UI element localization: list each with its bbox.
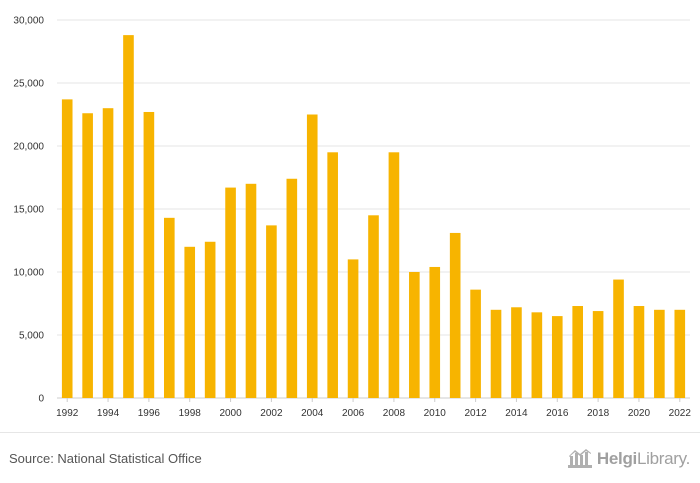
bar-2014	[511, 307, 522, 398]
y-tick-label: 15,000	[13, 205, 44, 216]
x-tick-label: 2016	[546, 408, 569, 419]
y-tick-label: 30,000	[13, 16, 44, 27]
bar-1996	[143, 111, 155, 398]
bar-1993	[82, 113, 93, 399]
bar-2005	[327, 152, 338, 398]
x-tick-label: 1992	[56, 408, 79, 419]
y-tick-label: 20,000	[13, 142, 44, 153]
library-building-icon	[567, 449, 592, 468]
x-tick-label: 2018	[587, 408, 610, 419]
bar-2013	[490, 309, 502, 398]
bar-2017	[572, 306, 584, 398]
bar-1999	[204, 241, 216, 398]
y-tick-label: 10,000	[13, 268, 44, 279]
bar-2009	[409, 272, 420, 398]
x-axis-ticks: 1992 1994 1996 1998 2000 2002 2004 2006 2008 2010…	[56, 398, 691, 419]
x-tick-label: 2014	[505, 408, 528, 419]
helgi-library-logo: HelgiLibrary.	[567, 447, 690, 471]
x-tick-label: 2012	[464, 408, 487, 419]
bar-1995	[123, 35, 134, 399]
bar-2012	[470, 289, 481, 398]
bar-2020	[633, 306, 645, 398]
x-tick-label: 2002	[260, 408, 283, 419]
x-tick-label: 2010	[424, 408, 447, 419]
bar-2004	[306, 114, 318, 398]
bar-1997	[163, 217, 175, 398]
bar-1998	[184, 246, 196, 398]
logo-text-light: Library.	[636, 449, 690, 468]
x-tick-label: 2022	[669, 408, 692, 419]
bar-2003	[286, 178, 298, 398]
y-axis-ticks: 0 5,000 10,000 15,000 20,000 25,000 30,000	[13, 16, 44, 405]
x-tick-label: 2004	[301, 408, 324, 419]
y-tick-label: 25,000	[13, 79, 44, 90]
footer-divider	[0, 432, 700, 433]
bar-2006	[347, 259, 359, 398]
bar-2002	[266, 225, 277, 398]
x-tick-label: 1996	[138, 408, 161, 419]
x-tick-label: 2000	[219, 408, 242, 419]
source-note: Source: National Statistical Office	[9, 451, 202, 466]
bar-2010	[429, 266, 441, 398]
bar-2015	[531, 312, 543, 398]
chart-svg: 0 5,000 10,000 15,000 20,000 25,000 30,000 199…	[13, 16, 691, 420]
bar-2021	[654, 309, 665, 398]
x-tick-label: 2006	[342, 408, 365, 419]
bar-chart: 0 5,000 10,000 15,000 20,000 25,000 30,000 199…	[13, 16, 691, 420]
logo-text-bold: Helgi	[596, 449, 637, 468]
x-tick-label: 2020	[628, 408, 651, 419]
bar-1992	[61, 99, 73, 398]
bar-2018	[592, 311, 604, 398]
bars	[61, 35, 686, 399]
bar-2019	[613, 279, 624, 398]
bar-2016	[551, 316, 563, 398]
bar-2001	[245, 183, 257, 398]
x-tick-label: 1998	[179, 408, 202, 419]
x-tick-label: 1994	[97, 408, 120, 419]
bar-2007	[368, 215, 379, 398]
bar-2022	[674, 309, 686, 398]
bar-2011	[449, 232, 461, 398]
y-tick-label: 5,000	[19, 331, 44, 342]
bar-2008	[388, 152, 400, 398]
y-tick-label: 0	[38, 394, 44, 405]
logo-text: HelgiLibrary.	[597, 449, 690, 469]
bar-2000	[225, 187, 236, 398]
bar-1994	[102, 108, 114, 398]
x-tick-label: 2008	[383, 408, 406, 419]
